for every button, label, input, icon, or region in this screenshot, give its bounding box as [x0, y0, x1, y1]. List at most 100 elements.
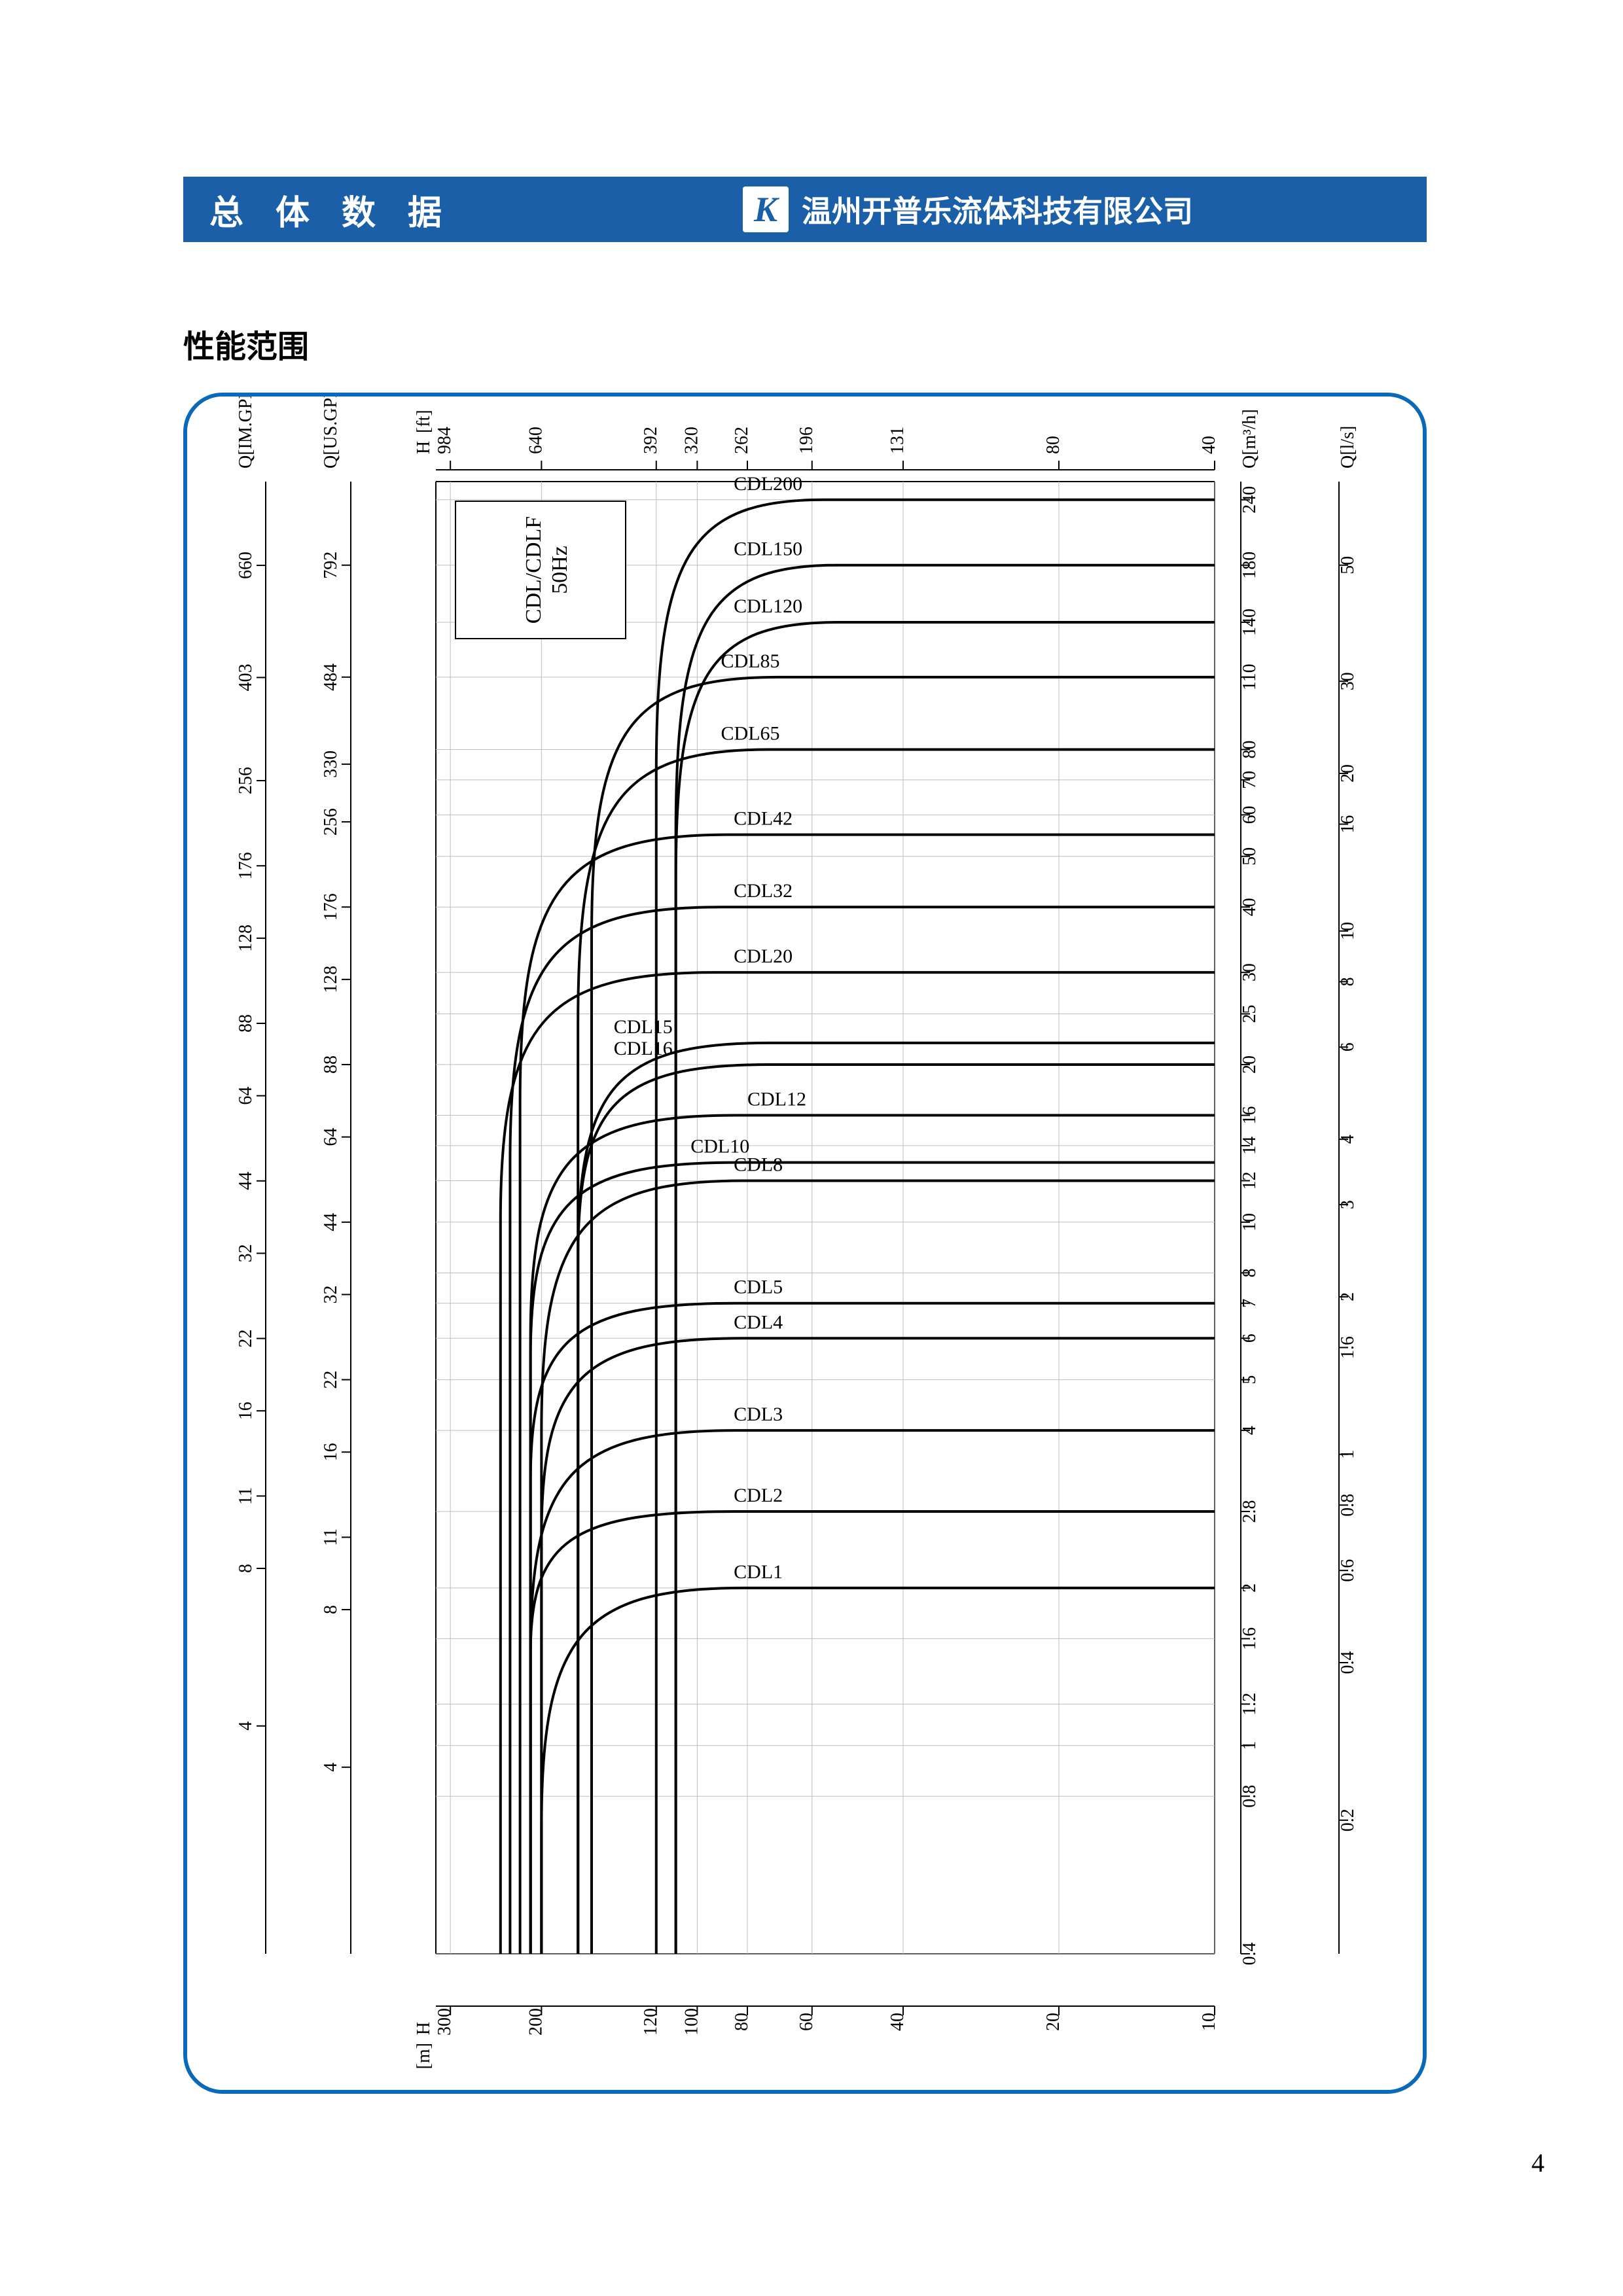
svg-text:5: 5 [1240, 1375, 1260, 1385]
svg-text:CDL15: CDL15 [614, 1016, 673, 1038]
svg-text:40: 40 [1199, 436, 1219, 454]
svg-text:CDL12: CDL12 [747, 1089, 806, 1110]
svg-text:50: 50 [1338, 556, 1358, 574]
svg-text:11: 11 [321, 1528, 341, 1546]
svg-text:1.6: 1.6 [1240, 1627, 1260, 1650]
svg-text:640: 640 [526, 427, 546, 454]
svg-text:80: 80 [1240, 740, 1260, 758]
svg-text:4: 4 [1240, 1426, 1260, 1435]
svg-text:0.8: 0.8 [1240, 1785, 1260, 1808]
svg-text:256: 256 [236, 767, 256, 794]
svg-text:88: 88 [321, 1055, 341, 1074]
svg-text:176: 176 [321, 893, 341, 921]
svg-text:0.6: 0.6 [1338, 1559, 1358, 1582]
svg-text:Q[m³/h]: Q[m³/h] [1240, 409, 1260, 468]
section-title: 性能范围 [183, 321, 1427, 366]
svg-text:7: 7 [1240, 1299, 1260, 1308]
chart-svg: 3002001201008060402010H[m]98464039232026… [187, 397, 1423, 2090]
svg-text:CDL42: CDL42 [734, 808, 793, 830]
svg-text:1.6: 1.6 [1338, 1336, 1358, 1359]
header-right: K 温州开普乐流体科技有限公司 [743, 186, 1427, 232]
svg-text:22: 22 [321, 1371, 341, 1389]
svg-text:6: 6 [1338, 1042, 1358, 1051]
svg-text:3: 3 [1338, 1200, 1358, 1209]
svg-text:25: 25 [1240, 1005, 1260, 1023]
svg-text:14: 14 [1240, 1137, 1260, 1155]
svg-text:16: 16 [321, 1443, 341, 1461]
svg-text:4: 4 [321, 1763, 341, 1772]
svg-text:2: 2 [1240, 1583, 1260, 1593]
svg-text:CDL120: CDL120 [734, 595, 802, 617]
svg-text:CDL5: CDL5 [734, 1277, 783, 1298]
svg-text:88: 88 [236, 1014, 256, 1033]
svg-text:4: 4 [236, 1722, 256, 1731]
svg-text:660: 660 [236, 552, 256, 579]
svg-text:320: 320 [681, 427, 702, 454]
svg-text:1: 1 [1240, 1741, 1260, 1750]
svg-text:12: 12 [1240, 1171, 1260, 1190]
svg-text:80: 80 [1043, 436, 1063, 454]
svg-text:64: 64 [236, 1087, 256, 1105]
svg-text:[m]: [m] [414, 2043, 434, 2069]
svg-text:100: 100 [681, 2008, 702, 2036]
svg-text:[ft]: [ft] [414, 410, 434, 433]
svg-text:200: 200 [526, 2008, 546, 2036]
company-name: 温州开普乐流体科技有限公司 [802, 188, 1193, 231]
svg-text:CDL8: CDL8 [734, 1154, 783, 1175]
svg-text:40: 40 [887, 2013, 908, 2031]
svg-text:30: 30 [1240, 963, 1260, 981]
svg-text:CDL16: CDL16 [614, 1038, 673, 1059]
page-number: 4 [1531, 2147, 1544, 2178]
svg-text:H: H [414, 441, 434, 454]
svg-text:20: 20 [1043, 2013, 1063, 2031]
svg-text:20: 20 [1240, 1055, 1260, 1074]
svg-text:6: 6 [1240, 1333, 1260, 1343]
svg-text:44: 44 [321, 1213, 341, 1231]
svg-text:64: 64 [321, 1128, 341, 1146]
svg-text:16: 16 [1338, 815, 1358, 834]
svg-text:16: 16 [1240, 1106, 1260, 1125]
performance-range-chart: 3002001201008060402010H[m]98464039232026… [183, 393, 1427, 2094]
svg-text:1.2: 1.2 [1240, 1693, 1260, 1716]
svg-text:CDL85: CDL85 [721, 650, 780, 672]
svg-text:Q[l/s]: Q[l/s] [1338, 426, 1358, 468]
svg-text:984: 984 [435, 427, 455, 454]
svg-text:50: 50 [1240, 847, 1260, 866]
svg-text:32: 32 [236, 1244, 256, 1262]
svg-text:8: 8 [236, 1564, 256, 1573]
svg-text:0.4: 0.4 [1240, 1943, 1260, 1966]
svg-text:140: 140 [1240, 609, 1260, 636]
svg-text:128: 128 [321, 966, 341, 993]
svg-text:10: 10 [1338, 922, 1358, 940]
svg-text:70: 70 [1240, 771, 1260, 789]
svg-text:330: 330 [321, 751, 341, 778]
svg-text:60: 60 [1240, 805, 1260, 824]
svg-text:262: 262 [732, 427, 752, 454]
svg-text:2: 2 [1338, 1292, 1358, 1301]
svg-text:120: 120 [641, 2008, 661, 2036]
svg-text:0.4: 0.4 [1338, 1651, 1358, 1674]
svg-text:128: 128 [236, 925, 256, 952]
svg-text:392: 392 [641, 427, 661, 454]
svg-text:8: 8 [321, 1605, 341, 1614]
svg-text:CDL200: CDL200 [734, 473, 802, 495]
svg-text:180: 180 [1240, 552, 1260, 579]
svg-text:60: 60 [796, 2013, 817, 2031]
svg-text:792: 792 [321, 552, 341, 579]
svg-text:CDL/CDLF: CDL/CDLF [522, 516, 546, 624]
svg-text:1: 1 [1338, 1450, 1358, 1459]
svg-text:0.2: 0.2 [1338, 1809, 1358, 1831]
svg-text:11: 11 [236, 1487, 256, 1505]
header-title: 总 体 数 据 [183, 185, 743, 234]
svg-text:0.8: 0.8 [1338, 1494, 1358, 1517]
company-logo: K [743, 186, 789, 232]
svg-text:196: 196 [796, 427, 817, 454]
svg-text:484: 484 [321, 663, 341, 691]
svg-text:8: 8 [1240, 1268, 1260, 1277]
svg-text:CDL2: CDL2 [734, 1485, 783, 1506]
svg-text:403: 403 [236, 663, 256, 691]
svg-text:32: 32 [321, 1285, 341, 1303]
svg-text:131: 131 [887, 427, 908, 454]
svg-text:H: H [414, 2022, 434, 2035]
svg-text:Q[US.GPM]: Q[US.GPM] [321, 397, 341, 468]
